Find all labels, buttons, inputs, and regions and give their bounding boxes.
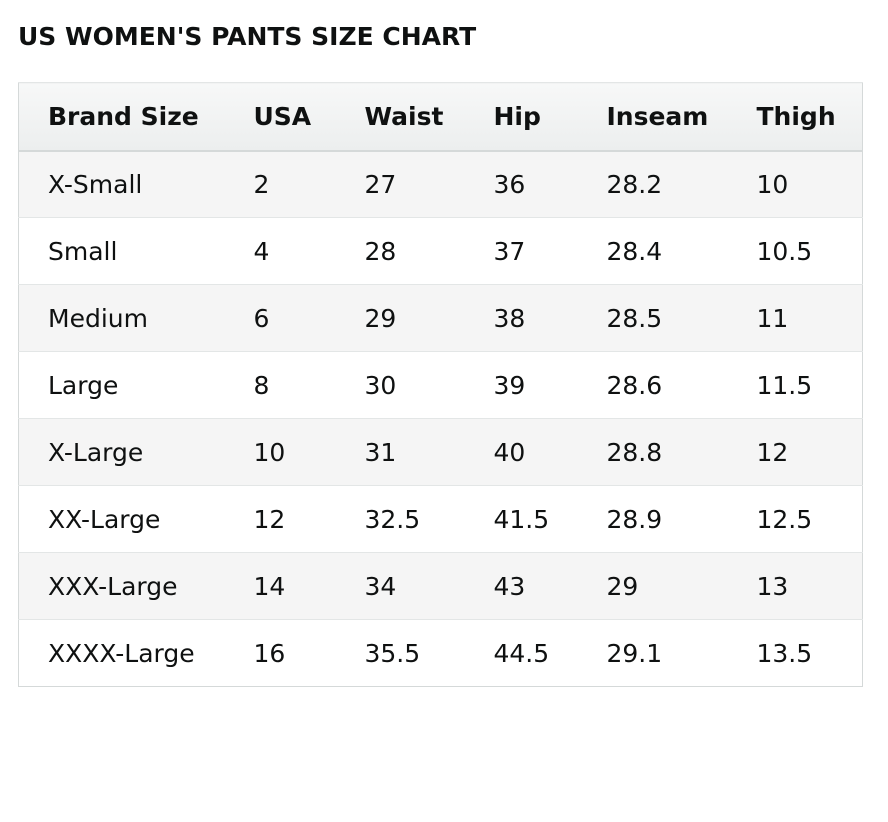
cell-hip: 38 (464, 284, 578, 352)
table-body: X-Small 2 27 36 28.2 10 Small 4 28 37 28… (18, 150, 863, 687)
cell-brand-size: XXX-Large (18, 552, 225, 620)
cell-thigh: 11 (727, 284, 863, 352)
cell-inseam: 28.2 (577, 150, 728, 218)
cell-hip: 36 (464, 150, 578, 218)
table-row: Large 8 30 39 28.6 11.5 (18, 351, 863, 419)
cell-usa: 2 (224, 150, 336, 218)
cell-inseam: 28.4 (577, 217, 728, 285)
cell-brand-size: Large (18, 351, 225, 419)
cell-inseam: 28.8 (577, 418, 728, 486)
header-inseam: Inseam (577, 82, 728, 152)
cell-brand-size: Medium (18, 284, 225, 352)
cell-hip: 44.5 (464, 619, 578, 687)
table-row: X-Large 10 31 40 28.8 12 (18, 418, 863, 486)
cell-thigh: 13 (727, 552, 863, 620)
size-chart-table: Brand Size USA Waist Hip Inseam Thigh X-… (18, 82, 863, 687)
cell-thigh: 11.5 (727, 351, 863, 419)
cell-waist: 30 (335, 351, 465, 419)
cell-thigh: 10 (727, 150, 863, 218)
table-row: XXXX-Large 16 35.5 44.5 29.1 13.5 (18, 619, 863, 687)
cell-usa: 8 (224, 351, 336, 419)
header-brand-size: Brand Size (18, 82, 225, 152)
table-row: Medium 6 29 38 28.5 11 (18, 284, 863, 352)
cell-usa: 4 (224, 217, 336, 285)
cell-usa: 6 (224, 284, 336, 352)
cell-usa: 14 (224, 552, 336, 620)
cell-inseam: 28.6 (577, 351, 728, 419)
cell-waist: 35.5 (335, 619, 465, 687)
table-header: Brand Size USA Waist Hip Inseam Thigh (18, 82, 863, 152)
table-row: Small 4 28 37 28.4 10.5 (18, 217, 863, 285)
cell-hip: 39 (464, 351, 578, 419)
cell-thigh: 12 (727, 418, 863, 486)
cell-thigh: 13.5 (727, 619, 863, 687)
cell-brand-size: XX-Large (18, 485, 225, 553)
cell-inseam: 28.9 (577, 485, 728, 553)
header-hip: Hip (464, 82, 578, 152)
cell-waist: 28 (335, 217, 465, 285)
cell-brand-size: X-Large (18, 418, 225, 486)
cell-waist: 34 (335, 552, 465, 620)
cell-usa: 12 (224, 485, 336, 553)
cell-waist: 32.5 (335, 485, 465, 553)
cell-hip: 40 (464, 418, 578, 486)
cell-waist: 29 (335, 284, 465, 352)
header-row: Brand Size USA Waist Hip Inseam Thigh (18, 82, 863, 152)
cell-usa: 10 (224, 418, 336, 486)
header-usa: USA (224, 82, 336, 152)
header-waist: Waist (335, 82, 465, 152)
header-thigh: Thigh (727, 82, 863, 152)
size-chart-table-container: Brand Size USA Waist Hip Inseam Thigh X-… (18, 82, 863, 687)
page-title: US WOMEN'S PANTS SIZE CHART (18, 22, 477, 51)
cell-brand-size: XXXX-Large (18, 619, 225, 687)
cell-thigh: 10.5 (727, 217, 863, 285)
table-row: X-Small 2 27 36 28.2 10 (18, 150, 863, 218)
table-row: XXX-Large 14 34 43 29 13 (18, 552, 863, 620)
cell-hip: 41.5 (464, 485, 578, 553)
table-row: XX-Large 12 32.5 41.5 28.9 12.5 (18, 485, 863, 553)
cell-inseam: 28.5 (577, 284, 728, 352)
cell-brand-size: Small (18, 217, 225, 285)
cell-waist: 27 (335, 150, 465, 218)
cell-usa: 16 (224, 619, 336, 687)
cell-waist: 31 (335, 418, 465, 486)
cell-inseam: 29 (577, 552, 728, 620)
cell-brand-size: X-Small (18, 150, 225, 218)
cell-inseam: 29.1 (577, 619, 728, 687)
cell-hip: 43 (464, 552, 578, 620)
cell-thigh: 12.5 (727, 485, 863, 553)
cell-hip: 37 (464, 217, 578, 285)
